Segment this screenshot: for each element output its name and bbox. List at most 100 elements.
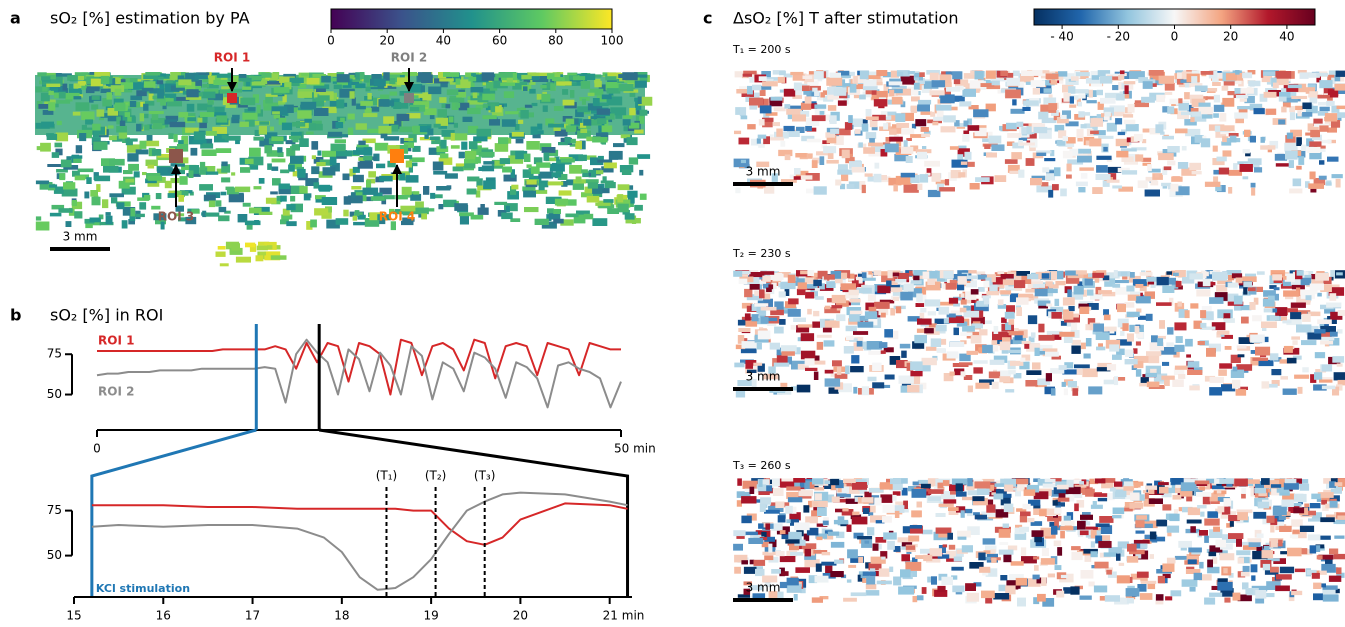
image-pixel [1254, 498, 1259, 507]
image-pixel [962, 134, 970, 142]
image-pixel [305, 178, 319, 186]
image-pixel [1113, 280, 1129, 284]
image-pixel [1105, 339, 1121, 349]
image-pixel [836, 486, 849, 494]
image-pixel [560, 158, 575, 163]
image-pixel [1204, 518, 1220, 526]
image-pixel [408, 165, 413, 173]
image-pixel [402, 208, 414, 216]
image-pixel [778, 291, 786, 298]
image-pixel [1329, 495, 1340, 502]
image-pixel [924, 299, 941, 307]
image-pixel [431, 194, 443, 199]
image-pixel [813, 279, 822, 287]
image-pixel [561, 181, 568, 187]
image-pixel [130, 208, 136, 217]
image-pixel [499, 158, 510, 165]
image-pixel [380, 129, 388, 139]
image-pixel [824, 378, 841, 387]
colorbar-tick-label: 100 [601, 34, 624, 48]
image-pixel [876, 580, 892, 585]
image-pixel [128, 163, 139, 171]
image-pixel [1061, 520, 1075, 527]
image-pixel [547, 208, 554, 214]
image-pixel [1223, 78, 1235, 86]
image-pixel [1250, 564, 1258, 573]
image-pixel [1041, 182, 1049, 187]
image-pixel [903, 500, 908, 509]
image-pixel [1309, 503, 1321, 509]
image-pixel [1039, 509, 1047, 517]
image-pixel [1114, 489, 1127, 498]
image-pixel [109, 158, 125, 166]
image-pixel [922, 271, 930, 279]
image-pixel [1082, 512, 1091, 518]
image-pixel [1287, 547, 1302, 557]
x-tick-label: 50 min [614, 442, 656, 456]
image-pixel [898, 586, 915, 595]
image-pixel [156, 80, 164, 85]
image-pixel [749, 102, 758, 110]
image-pixel [1109, 105, 1125, 112]
image-pixel [878, 307, 889, 316]
image-pixel [1223, 313, 1231, 319]
image-pixel [765, 78, 774, 83]
image-pixel [66, 156, 72, 160]
image-pixel [1262, 383, 1278, 388]
image-pixel [256, 104, 261, 114]
image-pixel [1007, 133, 1022, 138]
image-pixel [96, 109, 105, 117]
image-pixel [575, 126, 584, 135]
image-pixel [931, 172, 941, 182]
image-pixel [1178, 309, 1188, 318]
image-pixel [1148, 355, 1160, 364]
image-pixel [93, 128, 100, 138]
image-pixel [290, 195, 296, 202]
image-pixel [194, 75, 208, 80]
image-pixel [1248, 542, 1261, 547]
image-pixel [603, 162, 617, 169]
image-pixel [1087, 318, 1096, 325]
image-pixel [745, 96, 750, 102]
image-pixel [77, 168, 94, 173]
image-pixel [959, 293, 971, 298]
image-pixel [1305, 105, 1318, 114]
image-pixel [1319, 80, 1333, 89]
image-pixel [1000, 274, 1014, 279]
image-pixel [49, 212, 62, 217]
image-pixel [927, 478, 939, 487]
image-pixel [1256, 271, 1265, 275]
image-pixel [46, 133, 58, 140]
image-pixel [1026, 343, 1041, 352]
image-pixel [813, 502, 819, 506]
image-pixel [133, 171, 140, 178]
image-pixel [506, 77, 513, 86]
image-pixel [1316, 72, 1329, 77]
image-pixel [1148, 70, 1164, 76]
image-pixel [787, 274, 796, 283]
image-pixel [1329, 481, 1336, 488]
image-pixel [1122, 490, 1133, 496]
image-pixel [1269, 285, 1277, 289]
image-pixel [1141, 157, 1152, 162]
image-pixel [800, 350, 816, 360]
image-pixel [253, 136, 264, 141]
image-pixel [1015, 487, 1021, 497]
image-pixel [1061, 381, 1066, 387]
image-pixel [1130, 573, 1142, 580]
image-pixel [803, 533, 810, 542]
image-pixel [485, 105, 495, 111]
image-pixel [470, 87, 484, 93]
image-pixel [1228, 169, 1242, 176]
image-pixel [896, 138, 902, 147]
image-pixel [639, 116, 645, 124]
image-pixel [1005, 389, 1015, 393]
image-pixel [1228, 515, 1240, 522]
image-pixel [1066, 479, 1074, 488]
image-pixel [315, 88, 326, 92]
image-pixel [914, 334, 927, 344]
image-pixel [197, 117, 203, 123]
image-pixel [384, 195, 395, 200]
image-pixel [798, 490, 813, 497]
image-pixel [297, 168, 306, 178]
